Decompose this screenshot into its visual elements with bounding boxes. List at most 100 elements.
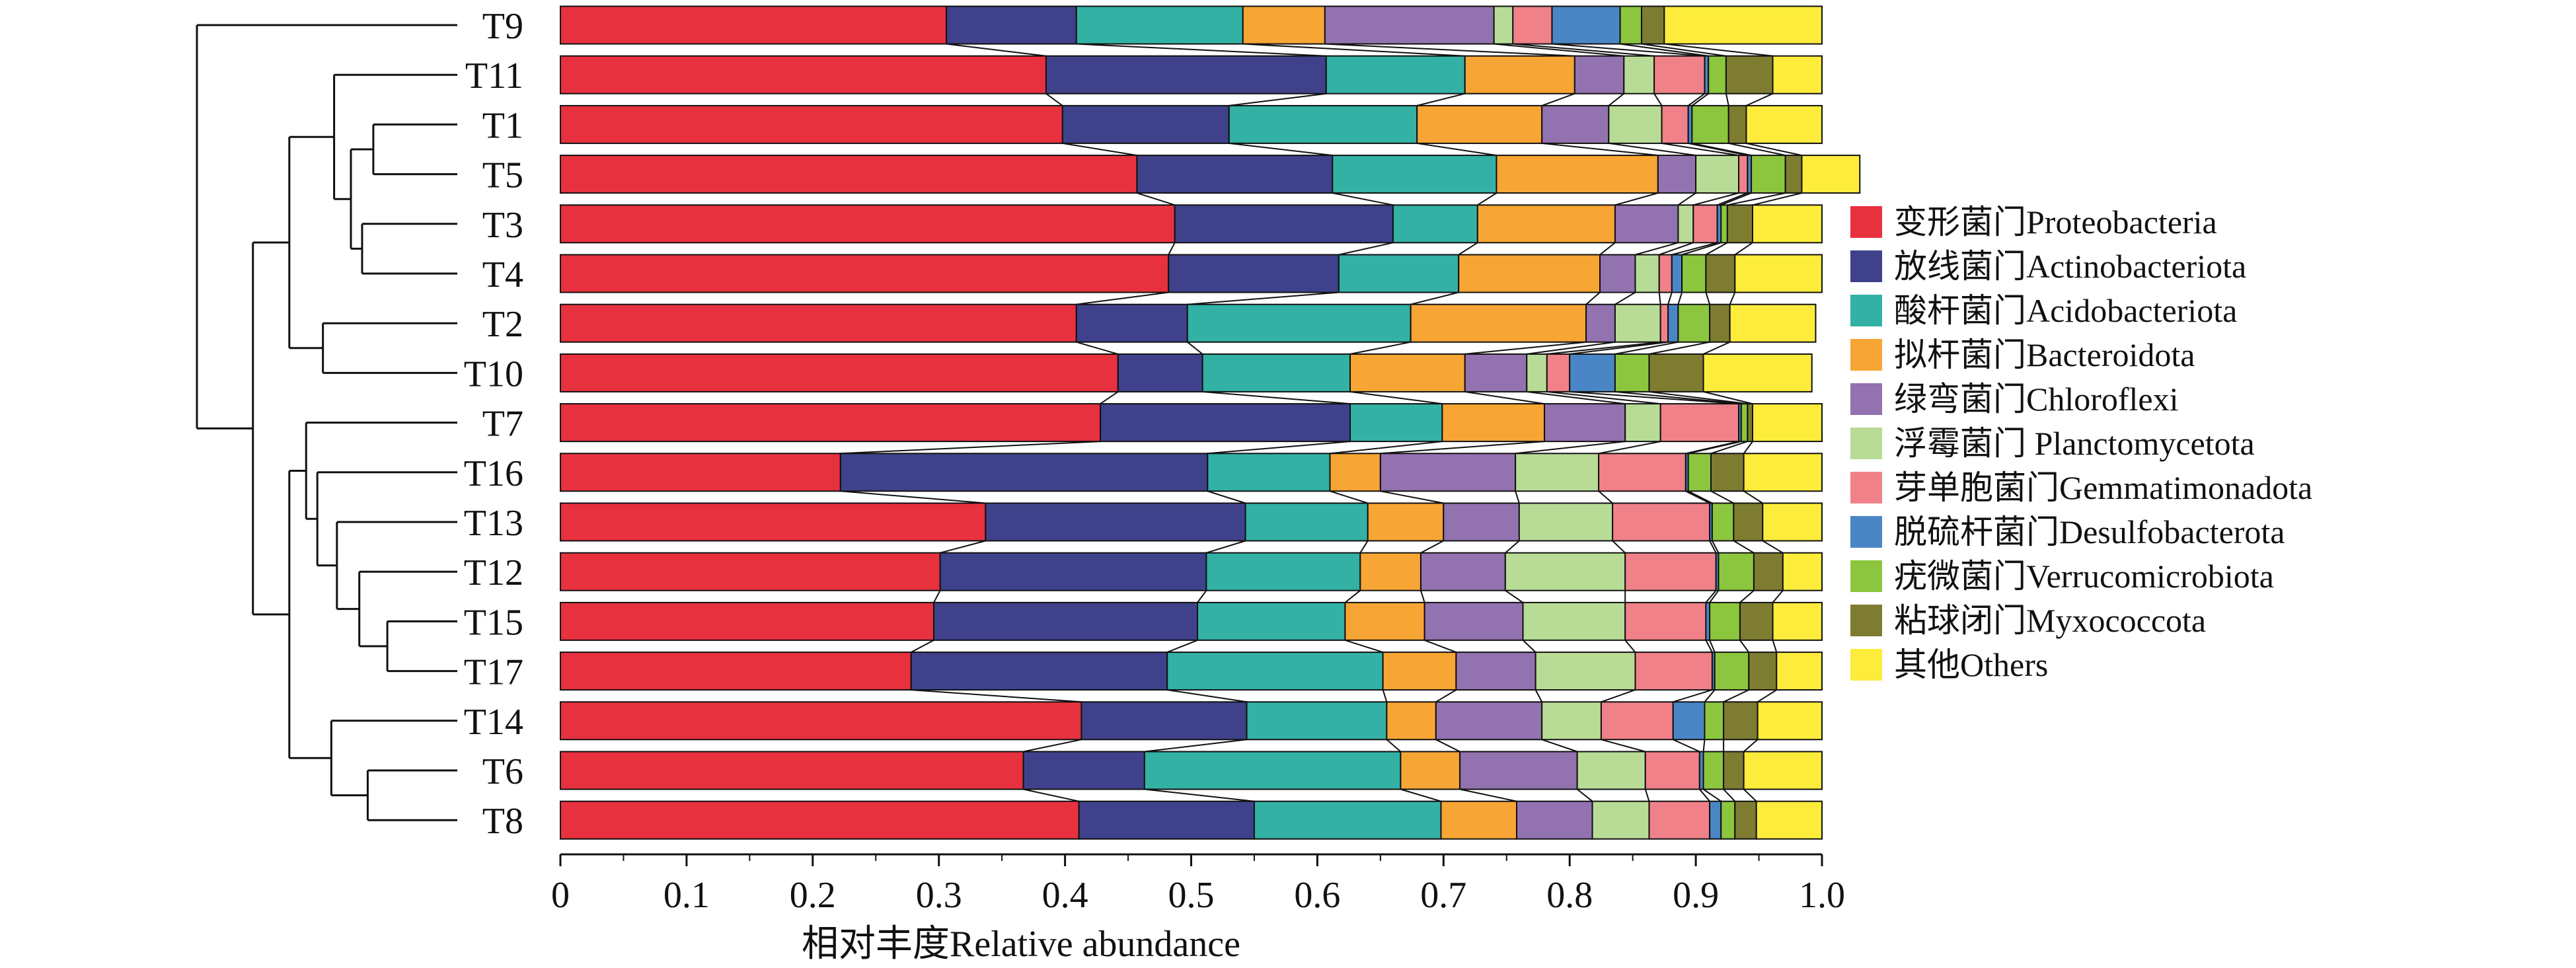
bar-segment-T6-1: [560, 751, 1024, 790]
connector-line: [1424, 639, 1457, 653]
connector-line: [1717, 192, 1748, 206]
bar-segment-T2-3: [1186, 303, 1412, 343]
connector-line: [1345, 639, 1383, 653]
bar-segment-T4-5: [1599, 254, 1636, 293]
connector-line: [1772, 590, 1784, 603]
connector-line: [1688, 490, 1713, 504]
bar-segment-T4-2: [1168, 254, 1340, 293]
bar-segment-T2-4: [1410, 303, 1587, 343]
bar-segment-T1-5: [1541, 104, 1610, 144]
connector-line: [1382, 689, 1388, 702]
bar-segment-T13-10: [1733, 502, 1764, 542]
bar-segment-T9-3: [1075, 5, 1244, 45]
connector-line: [1076, 43, 1326, 57]
connector-line: [1709, 640, 1716, 653]
connector-line: [1100, 391, 1119, 404]
connector-line: [1710, 490, 1734, 504]
bar-segment-T4-3: [1338, 254, 1460, 293]
bar-segment-T12-1: [560, 552, 941, 591]
bar-segment-T15-6: [1522, 601, 1626, 641]
sample-label-T17: T17: [464, 652, 523, 693]
bar-segment-T4-9: [1681, 254, 1707, 293]
bar-segment-T1-10: [1727, 104, 1747, 144]
legend-swatch: [1850, 383, 1882, 415]
connector-line: [1522, 640, 1536, 653]
connector-line: [1703, 341, 1731, 355]
connector-line: [1023, 788, 1079, 802]
bar-segment-T2-2: [1075, 303, 1188, 343]
bar-segment-T8-2: [1078, 800, 1255, 840]
connector-line: [1137, 192, 1175, 206]
connector-line: [1505, 589, 1524, 603]
bar-segment-T9-9: [1619, 5, 1643, 45]
bar-segment-T14-8: [1672, 701, 1706, 741]
bar-segment-T6-3: [1143, 751, 1402, 790]
x-tick-label: 0.7: [1420, 875, 1466, 916]
legend-label: 拟杆菌门Bacteroidota: [1894, 336, 2195, 373]
legend-item: 酸杆菌门Acidobacteriota: [1850, 288, 2511, 332]
bar-segment-T15-11: [1772, 601, 1823, 641]
connector-line: [940, 540, 986, 554]
connector-line: [1743, 788, 1757, 802]
connector-line: [1207, 490, 1246, 504]
bar-segment-T15-1: [560, 601, 935, 641]
bar-segment-T16-5: [1379, 453, 1517, 492]
bar-segment-T8-4: [1440, 800, 1518, 840]
bar-segment-T9-11: [1663, 5, 1823, 45]
connector-line: [1704, 689, 1716, 702]
bar-segment-T13-4: [1367, 502, 1445, 542]
bar-segment-T12-3: [1205, 552, 1361, 591]
bar-segment-T1-1: [560, 104, 1063, 144]
bar-segment-T6-9: [1702, 751, 1725, 790]
bar-segment-T3-5: [1614, 204, 1679, 244]
bar-segment-T12-10: [1753, 552, 1784, 591]
bar-segment-T17-4: [1382, 652, 1457, 691]
connector-line: [1729, 292, 1736, 305]
bar-segment-T12-6: [1504, 552, 1626, 591]
connector-line: [1608, 93, 1624, 106]
bar-segment-T12-7: [1624, 552, 1717, 591]
connector-line: [1705, 292, 1711, 305]
bar-segment-T6-4: [1400, 751, 1461, 790]
bar-segment-T15-2: [933, 601, 1199, 641]
bar-segment-T5-9: [1751, 155, 1786, 194]
connector-line: [1546, 391, 1661, 405]
bar-segment-T11-3: [1325, 55, 1466, 94]
connector-line: [1166, 639, 1198, 653]
connector-line: [1598, 441, 1661, 455]
sample-label-T8: T8: [482, 801, 523, 842]
legend-swatch: [1850, 338, 1882, 371]
connector-line: [1338, 242, 1394, 256]
connector-line: [1677, 292, 1683, 305]
bar-segment-T9-4: [1242, 5, 1326, 45]
bar-segment-T13-3: [1244, 502, 1369, 542]
connector-line: [1752, 192, 1802, 206]
connector-line: [1416, 93, 1465, 106]
connector-line: [1076, 291, 1169, 305]
sample-label-T3: T3: [482, 205, 523, 246]
connector-line: [840, 441, 1101, 455]
bar-segment-T3-9: [1720, 204, 1728, 244]
legend-swatch: [1850, 604, 1882, 636]
connector-line: [1380, 441, 1545, 455]
bar-segment-T11-9: [1708, 55, 1727, 94]
bar-segment-T14-11: [1757, 701, 1823, 741]
connector-line: [1242, 43, 1465, 57]
connector-line: [1541, 739, 1577, 753]
connector-line: [1705, 640, 1713, 653]
connector-line: [1435, 689, 1457, 703]
connector-line: [1197, 590, 1207, 603]
connector-line: [1359, 540, 1369, 554]
bar-segment-T16-11: [1743, 453, 1823, 492]
bar-segment-T13-9: [1711, 502, 1735, 542]
connector-line: [1187, 291, 1339, 305]
legend-swatch: [1850, 515, 1882, 548]
bar-segment-T10-5: [1464, 353, 1528, 392]
legend-swatch: [1850, 427, 1882, 459]
bar-segment-T11-7: [1653, 55, 1706, 94]
legend-item: 绿弯菌门Chloroflexi: [1850, 377, 2511, 421]
connector-line: [1349, 391, 1443, 405]
connector-line: [1527, 341, 1616, 355]
connector-line: [1673, 689, 1713, 703]
